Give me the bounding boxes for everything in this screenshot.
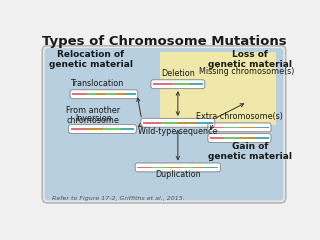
FancyBboxPatch shape bbox=[208, 123, 271, 132]
Bar bbox=[173, 83, 190, 85]
Bar bbox=[152, 167, 167, 168]
Bar bbox=[121, 128, 134, 130]
Bar bbox=[71, 128, 86, 130]
Bar bbox=[125, 93, 135, 95]
Bar bbox=[181, 167, 193, 168]
Bar bbox=[103, 128, 121, 130]
Bar bbox=[224, 137, 239, 139]
Text: Deletion: Deletion bbox=[161, 69, 195, 78]
Bar bbox=[72, 93, 87, 95]
Bar bbox=[167, 167, 181, 168]
Bar bbox=[178, 122, 195, 124]
Text: Missing chromosome(s): Missing chromosome(s) bbox=[199, 67, 295, 76]
Bar bbox=[116, 93, 125, 95]
Text: Relocation of
genetic material: Relocation of genetic material bbox=[49, 50, 133, 69]
Bar bbox=[153, 83, 173, 85]
Bar bbox=[210, 137, 224, 139]
Bar bbox=[239, 126, 255, 128]
Bar bbox=[161, 122, 178, 124]
Bar bbox=[239, 137, 255, 139]
FancyBboxPatch shape bbox=[151, 80, 205, 89]
Bar bbox=[137, 167, 152, 168]
Text: Translocation: Translocation bbox=[70, 79, 123, 88]
Bar bbox=[224, 126, 239, 128]
Bar bbox=[210, 126, 224, 128]
Text: Extra chromosome(s): Extra chromosome(s) bbox=[196, 112, 283, 121]
Bar bbox=[105, 93, 116, 95]
Bar bbox=[255, 126, 269, 128]
FancyBboxPatch shape bbox=[42, 46, 286, 203]
FancyBboxPatch shape bbox=[135, 163, 220, 172]
Bar bbox=[190, 83, 203, 85]
Bar bbox=[195, 122, 212, 124]
Text: Refer to Figure 17-2, Griffiths et al., 2015.: Refer to Figure 17-2, Griffiths et al., … bbox=[52, 196, 184, 201]
Text: Gain of
genetic material: Gain of genetic material bbox=[208, 142, 292, 161]
FancyBboxPatch shape bbox=[208, 134, 271, 143]
Text: From another
chromosome: From another chromosome bbox=[66, 106, 120, 125]
Polygon shape bbox=[160, 52, 276, 125]
Bar bbox=[204, 167, 218, 168]
FancyBboxPatch shape bbox=[68, 125, 136, 133]
Bar bbox=[193, 167, 204, 168]
Bar bbox=[255, 137, 269, 139]
Text: Inversion: Inversion bbox=[75, 114, 112, 123]
Bar bbox=[143, 122, 161, 124]
FancyBboxPatch shape bbox=[141, 118, 215, 127]
Bar bbox=[86, 128, 103, 130]
Text: Types of Chromosome Mutations: Types of Chromosome Mutations bbox=[42, 35, 286, 48]
FancyBboxPatch shape bbox=[70, 90, 138, 99]
Text: Duplication: Duplication bbox=[155, 170, 201, 180]
Bar bbox=[87, 93, 96, 95]
Text: Wild-type sequence: Wild-type sequence bbox=[138, 127, 218, 136]
Text: Loss of
genetic material: Loss of genetic material bbox=[208, 50, 292, 69]
FancyBboxPatch shape bbox=[45, 48, 283, 200]
Bar bbox=[96, 93, 105, 95]
